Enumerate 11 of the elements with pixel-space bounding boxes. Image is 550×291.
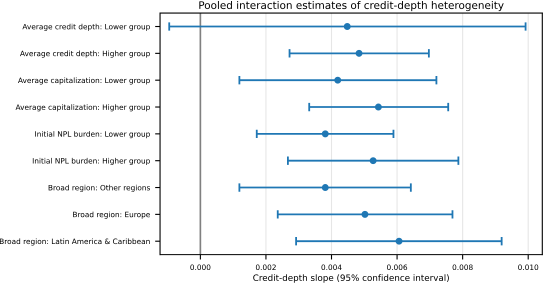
chart-title: Pooled interaction estimates of credit-depth heterogeneity: [199, 1, 504, 12]
point: [344, 23, 351, 30]
x-axis-title: Credit-depth slope (95% confidence interval): [253, 274, 449, 283]
point: [374, 104, 382, 110]
point: [396, 238, 403, 245]
point: [370, 157, 377, 164]
point: [322, 184, 329, 192]
point: [322, 130, 329, 138]
point: [361, 210, 368, 218]
point: [334, 76, 342, 84]
point: [356, 50, 363, 57]
